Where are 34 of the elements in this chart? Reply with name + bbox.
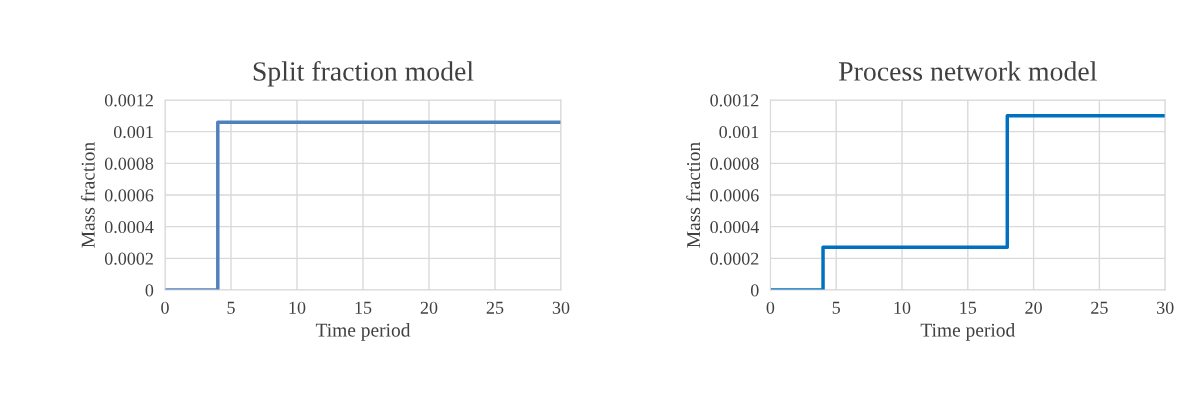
x-tick-label: 30 [1157, 301, 1174, 314]
x-tick-label: 0 [161, 301, 169, 314]
y-tick-label: 0.0012 [710, 94, 759, 107]
x-tick-label: 10 [894, 301, 911, 314]
x-tick-label: 25 [1091, 301, 1108, 314]
y-tick-label: 0.0006 [104, 189, 154, 202]
y-axis-title: Mass fraction [80, 142, 95, 248]
x-axis-title: Time period [920, 323, 1016, 341]
y-tick-label: 0.0012 [104, 94, 153, 107]
y-tick-label: 0.0008 [104, 157, 154, 170]
y-axis-title: Mass fraction [686, 142, 701, 248]
x-axis-title: Time period [315, 323, 411, 341]
x-tick-label: 15 [960, 301, 977, 314]
x-tick-label: 15 [355, 301, 372, 314]
y-tick-label: 0 [145, 284, 154, 297]
y-tick-label: 0.0002 [104, 252, 153, 265]
x-tick-label: 10 [289, 301, 306, 314]
y-tick-label: 0.001 [719, 125, 759, 139]
x-tick-label: 20 [420, 301, 438, 314]
x-tick-label: 5 [227, 301, 235, 314]
x-tick-label: 30 [552, 301, 570, 314]
y-tick-label: 0.0008 [710, 157, 759, 170]
chart-title: Process network model [838, 61, 1097, 81]
x-tick-label: 0 [766, 301, 775, 314]
x-tick-label: 5 [832, 301, 841, 314]
y-tick-label: 0.0002 [710, 252, 759, 265]
y-tick-label: 0 [750, 284, 759, 297]
y-tick-label: 0.0006 [710, 189, 759, 202]
y-tick-label: 0.0004 [710, 220, 760, 234]
x-tick-label: 20 [1025, 301, 1042, 314]
chart-title: Split fraction model [253, 61, 474, 87]
y-tick-label: 0.0004 [104, 220, 154, 234]
x-tick-label: 25 [486, 301, 504, 314]
y-tick-label: 0.001 [113, 125, 153, 139]
